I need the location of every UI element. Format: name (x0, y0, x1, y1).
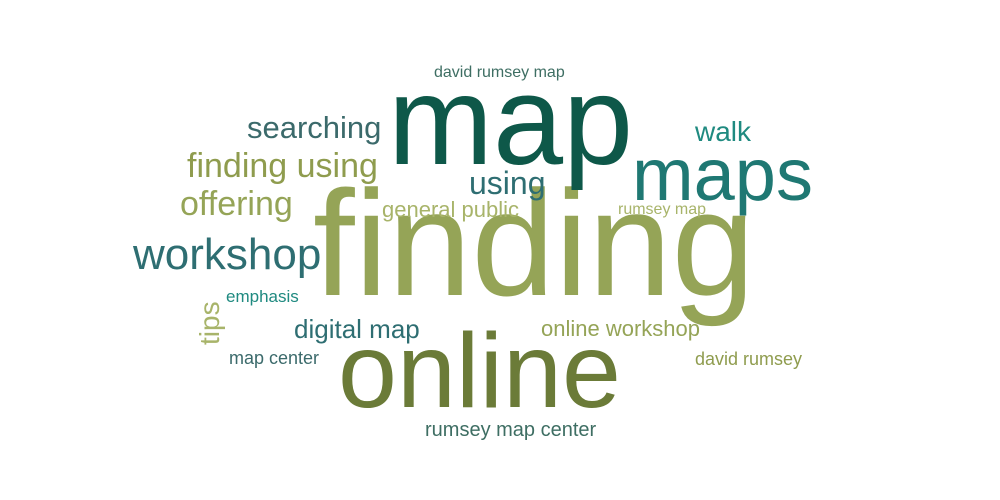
word-rumsey-map: rumsey map (618, 201, 707, 218)
word-tips: tips (194, 301, 225, 345)
word-finding: finding (313, 159, 756, 327)
word-map: map (388, 50, 634, 191)
word-online-workshop: online workshop (541, 316, 700, 341)
word-emphasis: emphasis (226, 287, 299, 306)
word-maps: maps (632, 133, 813, 216)
word-david-rumsey: david rumsey (695, 349, 803, 369)
word-using: using (469, 165, 546, 201)
word-offering: offering (180, 185, 293, 223)
word-map-center: map center (229, 348, 320, 368)
word-searching: searching (247, 110, 382, 145)
word-walk: walk (695, 116, 752, 147)
word-workshop: workshop (133, 230, 322, 279)
word-rumsey-map-center: rumsey map center (425, 419, 597, 441)
word-online: online (338, 312, 621, 430)
word-david-rumsey-map: david rumsey map (434, 64, 565, 81)
word-digital-map: digital map (294, 314, 420, 344)
word-general-public: general public (382, 197, 519, 222)
word-finding-using: finding using (187, 147, 378, 185)
